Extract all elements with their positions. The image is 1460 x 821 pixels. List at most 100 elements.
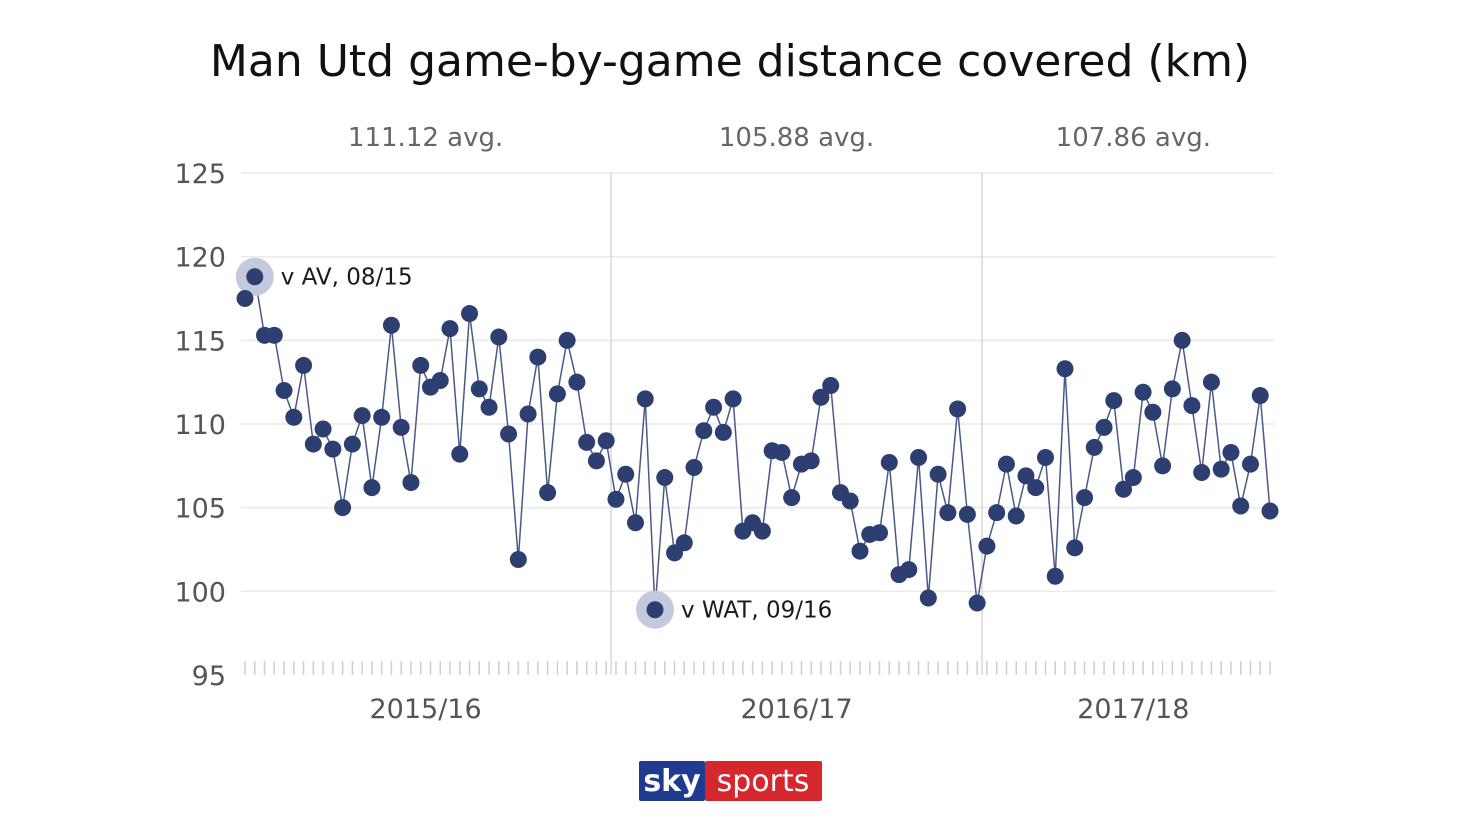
data-point <box>285 408 303 426</box>
logo-sports-panel <box>705 761 822 801</box>
data-point <box>1202 373 1220 391</box>
season-average: 111.12 avg. <box>348 123 503 153</box>
data-point <box>958 505 976 523</box>
data-point <box>949 400 967 418</box>
data-point <box>461 305 479 323</box>
data-point <box>1163 380 1181 398</box>
data-point <box>1115 480 1133 498</box>
data-point <box>1085 438 1103 456</box>
data-point <box>275 382 293 400</box>
season-label: 2017/18 <box>1077 694 1189 725</box>
y-tick-label: 100 <box>174 577 226 608</box>
data-point <box>402 474 420 492</box>
data-point <box>558 331 576 349</box>
data-point <box>529 348 547 366</box>
data-point <box>1173 331 1191 349</box>
data-point <box>851 542 869 560</box>
data-point <box>295 356 313 374</box>
data-point <box>753 522 771 540</box>
logo-sports-text: sports <box>717 764 810 799</box>
data-point <box>1134 383 1152 401</box>
season-dividers <box>610 173 983 675</box>
data-point <box>314 420 332 438</box>
data-point <box>1222 443 1240 461</box>
data-point <box>988 504 1006 522</box>
data-point <box>1095 418 1113 436</box>
data-point <box>519 405 537 423</box>
data-point <box>822 377 840 395</box>
data-point <box>1261 502 1279 520</box>
data-point <box>724 390 742 408</box>
data-point <box>343 435 361 453</box>
data-point <box>597 432 615 450</box>
data-point <box>1183 397 1201 415</box>
data-point <box>441 320 459 338</box>
data-point <box>587 452 605 470</box>
data-point <box>1076 489 1094 507</box>
data-point <box>353 407 371 425</box>
data-point <box>812 388 830 406</box>
data-point <box>548 385 566 403</box>
data-point <box>617 465 635 483</box>
data-point <box>607 490 625 508</box>
data-point <box>480 398 498 416</box>
data-point <box>1066 539 1084 557</box>
data-point <box>1027 479 1045 497</box>
season-label: 2016/17 <box>740 694 852 725</box>
data-point <box>363 479 381 497</box>
data-point <box>939 504 957 522</box>
data-point <box>910 448 928 466</box>
data-point <box>841 492 859 510</box>
data-point <box>656 469 674 487</box>
data-point <box>1056 360 1074 378</box>
data-point <box>978 537 996 555</box>
data-point <box>714 423 732 441</box>
data-point <box>246 268 264 286</box>
data-point <box>626 514 644 532</box>
chart-title: Man Utd game-by-game distance covered (k… <box>210 36 1250 87</box>
data-point <box>470 380 488 398</box>
y-axis-tick-labels: 125 120 115 110 105 100 95 <box>174 159 226 692</box>
data-point <box>695 422 713 440</box>
y-tick-label: 115 <box>174 326 226 357</box>
season-label: 2015/16 <box>370 694 482 725</box>
data-points <box>236 268 1279 619</box>
logo-sky-panel <box>639 761 705 801</box>
season-average: 107.86 avg. <box>1056 123 1211 153</box>
data-point <box>1017 467 1035 485</box>
data-point <box>968 594 986 612</box>
data-point <box>919 589 937 607</box>
season-labels: 2015/16 2016/17 2017/18 <box>370 694 1190 725</box>
data-point <box>1144 403 1162 421</box>
data-point <box>880 453 898 471</box>
data-point <box>1251 387 1269 405</box>
data-point <box>1193 464 1211 482</box>
data-point <box>490 328 508 346</box>
data-point <box>236 290 254 307</box>
data-point <box>1241 455 1259 473</box>
sky-sports-logo: sky sports <box>639 761 822 801</box>
data-point <box>705 398 723 416</box>
data-point <box>412 356 430 374</box>
grid <box>241 172 1274 593</box>
annotation-label: v WAT, 09/16 <box>681 598 832 624</box>
data-point <box>1232 497 1250 515</box>
data-point <box>685 459 703 477</box>
data-point <box>568 373 586 391</box>
y-tick-label: 120 <box>174 243 226 274</box>
data-point <box>265 326 283 344</box>
data-point <box>1046 567 1064 585</box>
data-point <box>373 408 391 426</box>
data-point <box>578 433 596 451</box>
data-point <box>1154 457 1172 475</box>
data-point <box>431 371 449 389</box>
data-point <box>646 601 664 619</box>
season-averages: 111.12 avg. 105.88 avg. 107.86 avg. <box>348 123 1211 153</box>
logo-sky-text: sky <box>643 764 701 799</box>
data-point <box>382 316 400 334</box>
y-tick-label: 95 <box>192 661 226 692</box>
x-axis-ticks <box>244 661 1271 675</box>
data-point <box>1036 448 1054 466</box>
data-point <box>500 425 518 443</box>
